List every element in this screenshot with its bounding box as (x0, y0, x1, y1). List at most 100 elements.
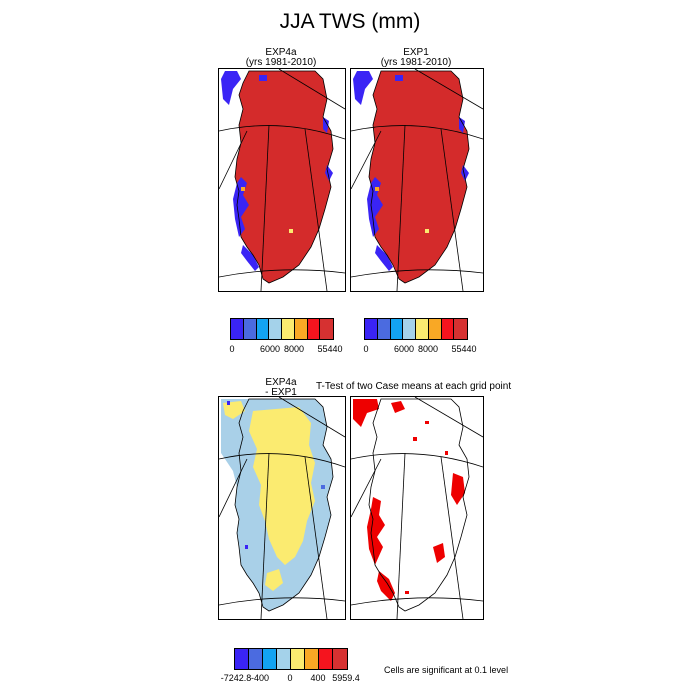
south-positive-anomaly (265, 569, 283, 591)
graticule-meridian-2 (396, 124, 406, 291)
panel-2-name: EXP1 (403, 47, 429, 58)
south-yellow-cell (289, 229, 293, 233)
tws-legend-2-swatch-6 (428, 319, 442, 339)
tws-legend-2-swatch-4 (403, 319, 416, 339)
diff-legend-swatch-8 (333, 649, 347, 669)
graticule-meridian-1 (351, 458, 382, 518)
panel-3-name: EXP4a (265, 377, 297, 388)
tws-legend-2-swatch-2 (377, 319, 391, 339)
graticule-meridian-4 (278, 397, 345, 438)
west-margin-low-tws (367, 177, 383, 237)
graticule-meridian-3 (304, 128, 328, 291)
north-coast-significant-cells (391, 401, 405, 413)
interior-positive-anomaly (249, 407, 315, 565)
diff-tick-4: 400 (310, 673, 326, 683)
tws-colorbar-1 (230, 318, 334, 340)
north-west-significant-cells (353, 399, 379, 427)
coastline (368, 398, 470, 612)
panel-3-header: EXP4a - EXP1 (218, 378, 344, 398)
south-yellow-cell (425, 229, 429, 233)
tws-legend-2-swatch-1 (365, 319, 378, 339)
graticule-meridian-2 (260, 452, 270, 619)
south-west-low-tws (241, 245, 259, 271)
north-positive-anomaly (223, 401, 245, 419)
graticule-meridian-4 (278, 69, 345, 110)
blue-anomaly-cell-1 (321, 485, 325, 489)
graticule-meridian-4 (414, 69, 483, 110)
panel-1-name: EXP4a (265, 47, 297, 58)
graticule-meridian-4 (414, 397, 483, 438)
panel-1-header: EXP4a (yrs 1981-2010) (218, 48, 344, 68)
greenland-ice-sheet (235, 71, 333, 283)
tws-legend-1-swatch-2 (243, 319, 257, 339)
tws-tick-1: 0 (229, 344, 235, 354)
north-coast-low-tws (395, 75, 403, 81)
diff-legend-swatch-2 (249, 649, 263, 669)
map-panel-ttest (350, 396, 484, 620)
diff-tick-3: 0 (287, 673, 293, 683)
diff-colorbar (234, 648, 348, 670)
graticule-meridian-3 (440, 128, 464, 291)
graticule-circle-2 (219, 269, 345, 278)
significance-note: Cells are significant at 0.1 level (384, 665, 509, 675)
panel-2-subtitle: (yrs 1981-2010) (380, 57, 452, 68)
north-coast-low-tws (259, 75, 267, 81)
panel-1-subtitle: (yrs 1981-2010) (245, 57, 317, 68)
greenland-map-exp1 (351, 69, 483, 291)
graticule-meridian-2 (260, 124, 270, 291)
tws-tick-4b: 55440 (451, 344, 477, 354)
panel-3-subtitle: - EXP1 (265, 387, 297, 398)
diff-legend-swatch-7 (319, 649, 333, 669)
diff-legend-swatch-3 (263, 649, 277, 669)
graticule-meridian-3 (440, 456, 464, 619)
tws-legend-2-swatch-5 (416, 319, 429, 339)
west-orange-cell (375, 187, 379, 191)
coastline (234, 70, 334, 284)
graticule-circle-2 (219, 597, 345, 606)
tws-legend-1-swatch-1 (231, 319, 244, 339)
tws-legend-1-swatch-6 (294, 319, 308, 339)
greenland-map-difference (219, 397, 345, 619)
tws-legend-1-swatch-4 (269, 319, 282, 339)
scattered-cell-4 (405, 591, 409, 594)
graticule-meridian-2 (396, 452, 406, 619)
south-west-low-tws (375, 245, 393, 271)
tws-colorbar-2 (364, 318, 468, 340)
east-coast-low-tws (323, 117, 333, 181)
east-coast-low-tws (459, 117, 469, 181)
graticule-circle-2 (351, 269, 483, 278)
diff-legend-swatch-5 (291, 649, 305, 669)
tws-tick-4: 55440 (317, 344, 343, 354)
south-west-significant-cells (377, 571, 395, 601)
map-panel-exp4a (218, 68, 346, 292)
diff-legend-swatch-4 (277, 649, 291, 669)
tws-tick-1b: 0 (363, 344, 369, 354)
graticule-circle-1 (351, 125, 483, 140)
tws-legend-2-swatch-3 (390, 319, 404, 339)
coastline (234, 398, 334, 612)
tws-tick-2b: 6000 (393, 344, 415, 354)
blue-anomaly-cell-3 (227, 401, 230, 405)
graticule-circle-2 (351, 597, 483, 606)
panel-2-header: EXP1 (yrs 1981-2010) (350, 48, 482, 68)
graticule-meridian-3 (304, 456, 328, 619)
south-east-significant-cells (433, 543, 445, 563)
blue-anomaly-cell-2 (245, 545, 248, 549)
map-panel-exp1 (350, 68, 484, 292)
greenland-map-significance (351, 397, 483, 619)
map-panel-difference (218, 396, 346, 620)
scattered-cell-1 (413, 437, 417, 441)
graticule-circle-1 (351, 453, 483, 468)
diff-tick-1: -7242.8 (220, 673, 252, 683)
west-orange-cell (241, 187, 245, 191)
graticule-meridian-1 (219, 458, 248, 518)
tws-tick-3b: 8000 (417, 344, 439, 354)
tws-legend-2-swatch-7 (441, 319, 455, 339)
scattered-cell-3 (445, 451, 448, 455)
graticule-meridian-1 (219, 130, 248, 190)
greenland-map-exp4a (219, 69, 345, 291)
diff-legend-swatch-6 (305, 649, 319, 669)
east-coast-significant-cells (451, 473, 465, 505)
coastline (368, 70, 470, 284)
tws-legend-2-swatch-8 (454, 319, 467, 339)
